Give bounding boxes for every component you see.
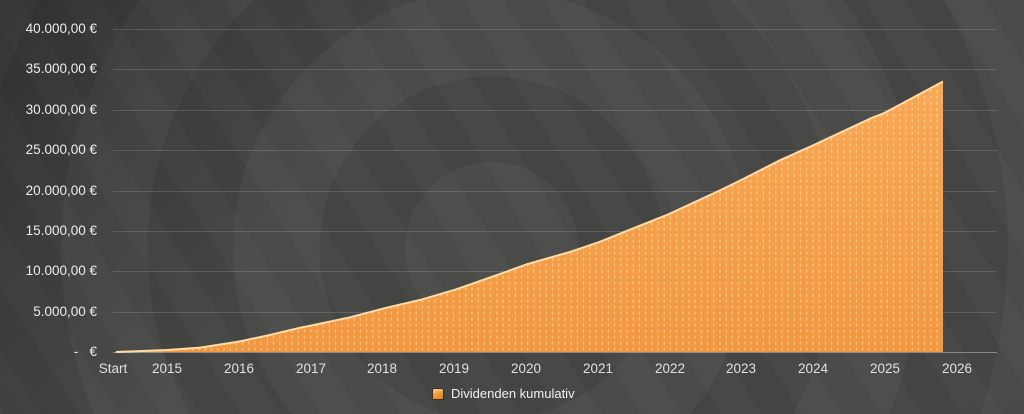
x-axis-tick-label: 2023: [725, 361, 757, 376]
legend: Dividenden kumulativ: [433, 386, 575, 401]
gridline: [113, 150, 997, 151]
y-axis-tick-label: 25.000,00 €: [25, 142, 97, 157]
gridline: [113, 29, 997, 30]
x-axis-tick-label: 2025: [869, 361, 901, 376]
x-axis-tick-label: 2020: [510, 361, 542, 376]
x-axis-tick-label: 2021: [582, 361, 614, 376]
area-top-edge: [115, 80, 944, 353]
x-axis-tick-label: Start: [98, 361, 128, 376]
y-axis-tick-label: 15.000,00 €: [25, 223, 97, 238]
y-axis-tick-label: 40.000,00 €: [25, 21, 97, 36]
gridline: [113, 231, 997, 232]
y-axis-tick-label: 10.000,00 €: [25, 263, 97, 278]
x-axis-tick-label: 2018: [366, 361, 398, 376]
x-axis-line: [113, 352, 997, 353]
legend-marker-icon: [433, 388, 443, 399]
x-axis-tick-label: 2024: [797, 361, 829, 376]
x-axis-tick-label: 2026: [941, 361, 973, 376]
x-axis-tick-label: 2015: [151, 361, 183, 376]
x-axis-tick-label: 2022: [654, 361, 686, 376]
x-axis-tick-label: 2016: [223, 361, 255, 376]
gridline: [113, 191, 997, 192]
gridline: [113, 110, 997, 111]
bar-separator-pattern: [116, 81, 943, 352]
area-series: [115, 80, 944, 353]
legend-label: Dividenden kumulativ: [451, 386, 575, 401]
y-axis-tick-label: - €: [73, 344, 97, 359]
y-axis-tick-label: 20.000,00 €: [25, 183, 97, 198]
y-axis-tick-label: 30.000,00 €: [25, 102, 97, 117]
x-axis-tick-label: 2019: [438, 361, 470, 376]
y-axis-tick-label: 5.000,00 €: [33, 304, 97, 319]
y-axis-tick-label: 35.000,00 €: [25, 61, 97, 76]
x-axis-tick-label: 2017: [295, 361, 327, 376]
gridline: [113, 69, 997, 70]
